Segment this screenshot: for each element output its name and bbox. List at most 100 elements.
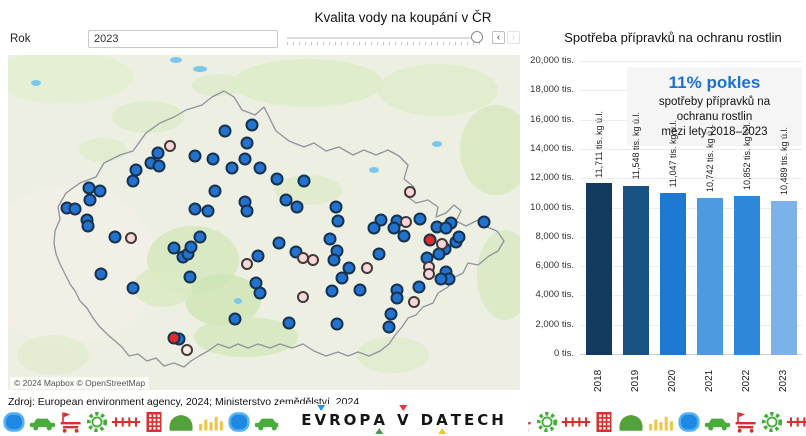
map-dot[interactable]: [245, 118, 259, 132]
map-dot[interactable]: [367, 221, 381, 235]
map-dot[interactable]: [218, 124, 232, 138]
map-dot[interactable]: [151, 146, 165, 160]
year-slider-handle[interactable]: [471, 31, 483, 43]
map-dot[interactable]: [253, 286, 267, 300]
map-dot[interactable]: [423, 268, 435, 280]
bar-2020[interactable]: [659, 193, 686, 355]
map-dot[interactable]: [201, 204, 215, 218]
map-dot[interactable]: [387, 221, 401, 235]
map-dot[interactable]: [152, 159, 166, 173]
track-icon: [561, 410, 591, 434]
map-dot[interactable]: [94, 267, 108, 281]
map-dot[interactable]: [297, 291, 309, 303]
map-dot[interactable]: [413, 212, 427, 226]
map-dot[interactable]: [167, 241, 181, 255]
bar-column: 11,548 tis. kg ú.l.: [621, 62, 651, 355]
map-dot[interactable]: [382, 320, 396, 334]
map-dot[interactable]: [325, 284, 339, 298]
track-icon: [786, 410, 806, 434]
map-dot[interactable]: [329, 200, 343, 214]
map-dot[interactable]: [307, 254, 319, 266]
map-dot[interactable]: [412, 280, 426, 294]
map-attribution: © 2024 Mapbox © OpenStreetMap: [10, 377, 150, 389]
map-dot[interactable]: [477, 215, 491, 229]
map-dot[interactable]: [181, 344, 193, 356]
map-dot[interactable]: [93, 184, 107, 198]
map-dot[interactable]: [240, 204, 254, 218]
map-dot[interactable]: [282, 316, 296, 330]
next-year-button[interactable]: ›: [507, 31, 520, 44]
map-dot[interactable]: [270, 172, 284, 186]
bar-value-label: 11,711 tis. kg ú.l.: [593, 110, 604, 178]
y-tick-label: 20,000 tis.: [530, 55, 574, 66]
map-dot[interactable]: [384, 307, 398, 321]
gridline: [580, 354, 802, 355]
map-dot[interactable]: [397, 229, 411, 243]
map-dot[interactable]: [188, 149, 202, 163]
czech-republic-map[interactable]: © 2024 Mapbox © OpenStreetMap: [8, 55, 520, 390]
map-dot[interactable]: [404, 186, 416, 198]
bar-2018[interactable]: [585, 183, 612, 355]
map-dot[interactable]: [81, 219, 95, 233]
map-dot[interactable]: [342, 261, 356, 275]
map-dot[interactable]: [167, 331, 181, 345]
prev-year-button[interactable]: ‹: [492, 31, 505, 44]
map-dot[interactable]: [436, 238, 448, 250]
map-dot[interactable]: [408, 296, 420, 308]
bar-2019[interactable]: [622, 185, 649, 355]
map-dot[interactable]: [272, 236, 286, 250]
map-dot[interactable]: [279, 193, 293, 207]
map-dot[interactable]: [361, 262, 373, 274]
map-dot[interactable]: [241, 258, 253, 270]
map-dot[interactable]: [228, 312, 242, 326]
bar-value-label: 10,742 tis. kg ú.l.: [704, 123, 715, 192]
map-dot[interactable]: [323, 232, 337, 246]
map-dot[interactable]: [193, 230, 207, 244]
map-dot[interactable]: [126, 174, 140, 188]
map-dot[interactable]: [290, 200, 304, 214]
year-slider-track[interactable]: [287, 37, 480, 39]
map-dot[interactable]: [439, 221, 453, 235]
map-dot[interactable]: [335, 271, 349, 285]
bars: 11,711 tis. kg ú.l. 11,548 tis. kg ú.l. 11…: [580, 62, 802, 355]
map-dot[interactable]: [183, 270, 197, 284]
map-dot[interactable]: [108, 230, 122, 244]
map-dot[interactable]: [208, 184, 222, 198]
map-dot[interactable]: [206, 152, 220, 166]
map-dot[interactable]: [251, 249, 265, 263]
map-dot[interactable]: [327, 253, 341, 267]
map-dot[interactable]: [126, 281, 140, 295]
map-dot[interactable]: [225, 161, 239, 175]
map-dot[interactable]: [238, 152, 252, 166]
map-dot[interactable]: [164, 140, 176, 152]
bar-value-label: 11,047 tis. kg ú.l.: [667, 119, 678, 188]
y-tick-label: 2,000 tis.: [535, 318, 574, 330]
map-dot[interactable]: [330, 317, 344, 331]
bar-2021[interactable]: [696, 197, 723, 355]
map-dot[interactable]: [353, 283, 367, 297]
map-dot[interactable]: [452, 230, 466, 244]
map-dot[interactable]: [331, 214, 345, 228]
map-dot[interactable]: [423, 233, 437, 247]
map-dot[interactable]: [400, 216, 412, 228]
year-input[interactable]: [88, 30, 278, 48]
map-dot[interactable]: [83, 193, 97, 207]
bar-column: 10,742 tis. kg ú.l.: [695, 62, 725, 355]
logo-triangle-icon: [399, 405, 408, 411]
annotation-line: ochranu rostlin: [676, 111, 753, 124]
map-dot[interactable]: [188, 202, 202, 216]
map-dot[interactable]: [434, 272, 448, 286]
annotation-line: mezi lety 2018–2023: [661, 125, 768, 138]
map-dot[interactable]: [240, 136, 254, 150]
map-dot[interactable]: [390, 291, 404, 305]
map-dot[interactable]: [68, 202, 82, 216]
map-dot[interactable]: [372, 247, 386, 261]
map-dot[interactable]: [125, 232, 137, 244]
bar-2022[interactable]: [733, 196, 760, 355]
map-dot[interactable]: [297, 174, 311, 188]
bar-2023[interactable]: [770, 201, 797, 355]
annotation-headline: 11% pokles: [668, 73, 761, 92]
map-dot[interactable]: [253, 161, 267, 175]
map-dot[interactable]: [184, 240, 198, 254]
